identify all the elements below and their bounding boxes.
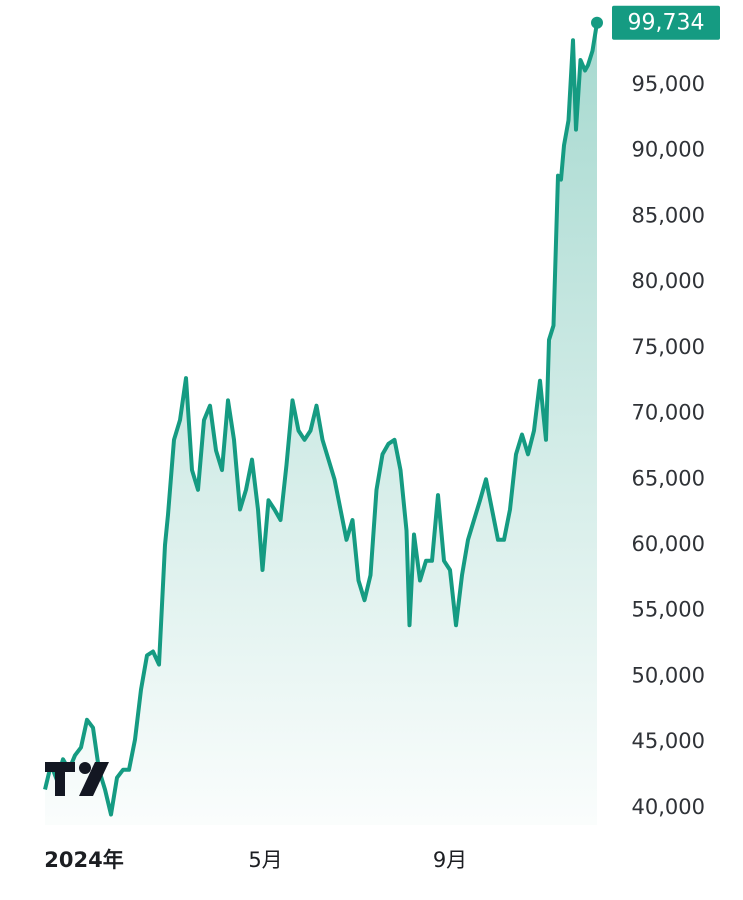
price-tag: [612, 5, 720, 40]
y-tick-label: 65,000: [632, 466, 705, 490]
x-tick-label: 2024年: [44, 848, 123, 872]
y-tick-label: 70,000: [632, 401, 705, 425]
y-tick-label: 80,000: [632, 269, 705, 293]
y-tick-label: 50,000: [632, 663, 705, 687]
y-tick-label: 85,000: [632, 203, 705, 227]
y-tick-label: 40,000: [632, 795, 705, 819]
y-tick-label: 55,000: [632, 598, 705, 622]
x-tick-label: 5月: [248, 848, 282, 872]
y-tick-label: 60,000: [632, 532, 705, 556]
price-tag-label: 99,734: [628, 11, 705, 36]
plot-area: [43, 16, 603, 825]
y-tick-label: 90,000: [632, 138, 705, 162]
x-tick-label: 9月: [433, 848, 467, 872]
last-point: [591, 16, 603, 29]
y-tick-label: 45,000: [632, 729, 705, 753]
y-tick-label: 95,000: [632, 72, 705, 96]
area-fill: [45, 22, 597, 825]
price-line: [43, 22, 599, 817]
y-tick-label: 75,000: [632, 335, 705, 359]
logo: [45, 762, 109, 796]
